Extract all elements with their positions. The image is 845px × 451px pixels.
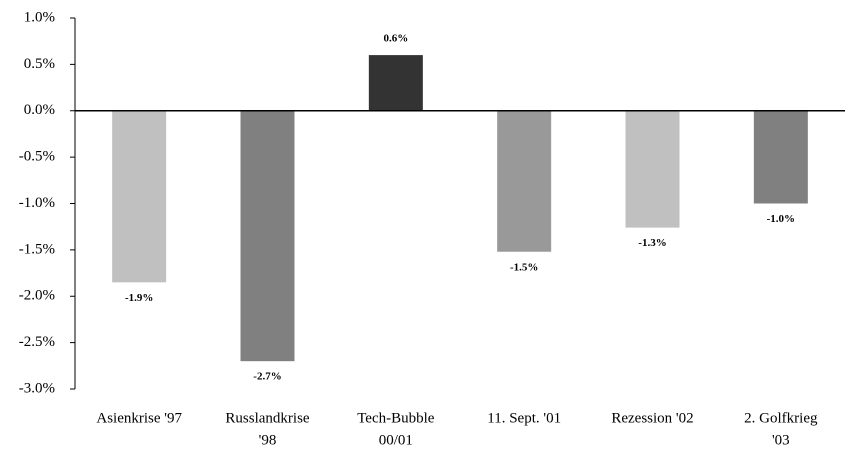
bar	[240, 110, 295, 362]
bar	[368, 55, 423, 111]
x-tick-label: '98	[259, 432, 277, 448]
bar	[112, 110, 167, 283]
x-tick-label: 2. Golfkrieg	[744, 410, 818, 426]
y-tick-label: -3.0%	[19, 380, 55, 396]
y-tick-label: -2.5%	[19, 334, 55, 350]
data-label: -1.5%	[510, 261, 538, 273]
data-label: -1.0%	[767, 213, 795, 225]
x-tick-label: Tech-Bubble	[357, 410, 435, 426]
x-tick-label: 11. Sept. '01	[487, 410, 561, 426]
x-tick-label: Asienkrise '97	[96, 410, 182, 426]
y-tick-label: -2.0%	[19, 288, 55, 304]
x-tick-label: 00/01	[379, 432, 413, 448]
data-label: -2.7%	[253, 371, 281, 383]
bar	[753, 110, 808, 204]
y-tick-label: 0.0%	[24, 102, 55, 118]
y-tick-label: -0.5%	[19, 149, 55, 165]
x-tick-label: Rezession '02	[611, 410, 693, 426]
y-tick-label: 1.0%	[24, 9, 55, 25]
data-label: -1.9%	[125, 292, 153, 304]
x-tick-label: Russlandkrise	[225, 410, 310, 426]
data-label: 0.6%	[383, 33, 408, 45]
bar	[625, 110, 680, 228]
bar	[497, 110, 552, 252]
y-tick-label: -1.5%	[19, 241, 55, 257]
data-label: -1.3%	[638, 237, 666, 249]
y-tick-label: 0.5%	[24, 56, 55, 72]
x-tick-label: '03	[772, 432, 790, 448]
y-tick-label: -1.0%	[19, 195, 55, 211]
